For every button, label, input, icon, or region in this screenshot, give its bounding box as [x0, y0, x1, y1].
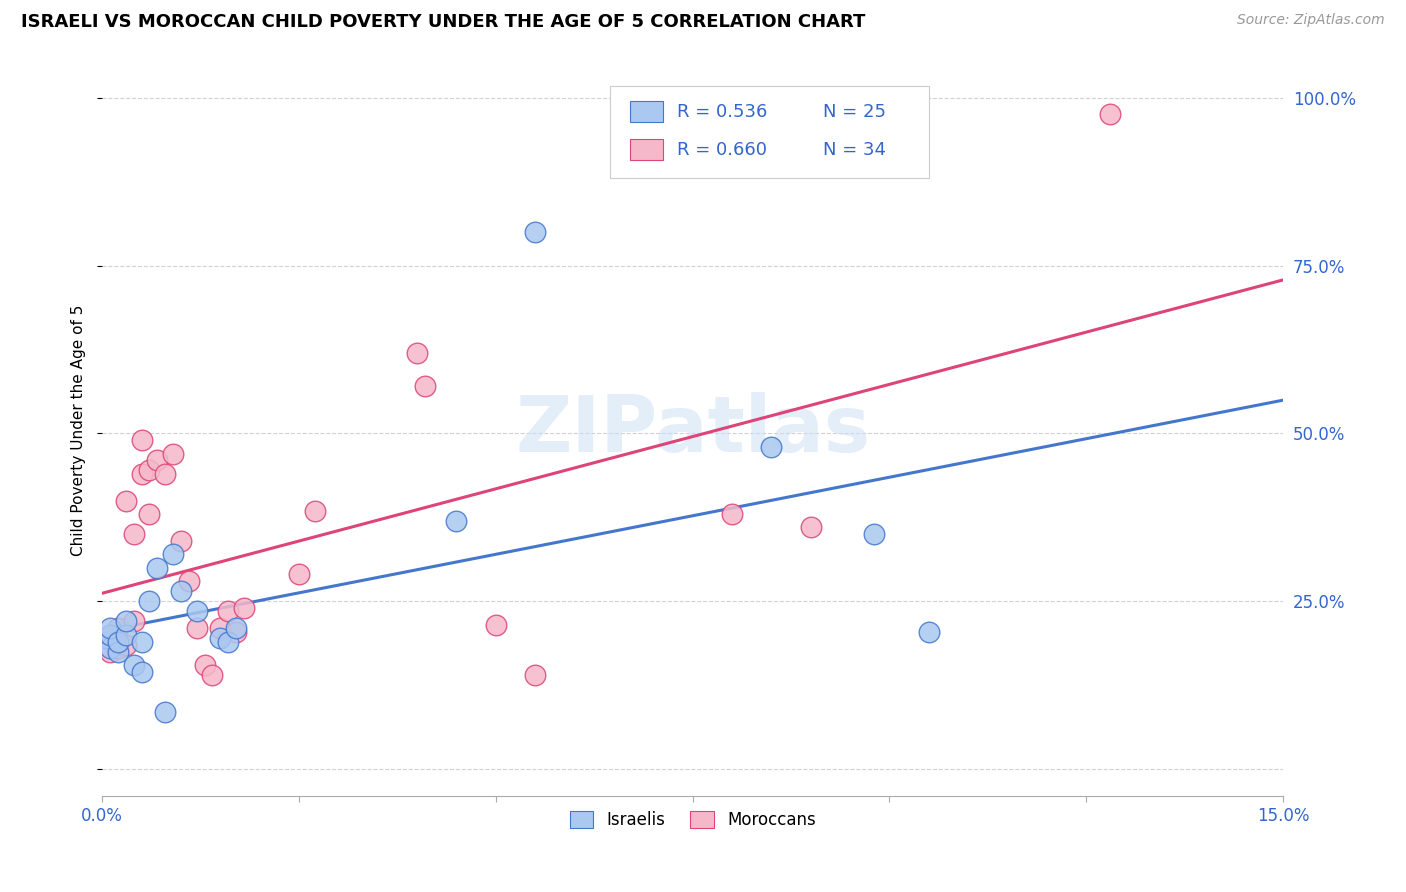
Point [225, 624, 247, 639]
Point [186, 604, 208, 618]
Point [107, 634, 129, 648]
Point [114, 615, 136, 629]
Point [138, 463, 160, 477]
Point [114, 493, 136, 508]
FancyBboxPatch shape [630, 102, 664, 122]
Point [209, 632, 232, 646]
Point [122, 658, 145, 673]
Point [122, 615, 145, 629]
Point [721, 507, 744, 521]
Text: ZIPatlas: ZIPatlas [515, 392, 870, 468]
Point [114, 638, 136, 652]
Point [201, 668, 224, 682]
Point [193, 658, 215, 673]
Point [98, 628, 121, 642]
Point [107, 641, 129, 656]
Point [131, 634, 153, 648]
Text: Source: ZipAtlas.com: Source: ZipAtlas.com [1237, 13, 1385, 28]
Point [406, 346, 429, 360]
Point [918, 624, 941, 639]
Text: ISRAELI VS MOROCCAN CHILD POVERTY UNDER THE AGE OF 5 CORRELATION CHART: ISRAELI VS MOROCCAN CHILD POVERTY UNDER … [21, 13, 866, 31]
Point [524, 668, 547, 682]
Point [524, 225, 547, 239]
Point [232, 601, 254, 615]
Point [217, 634, 239, 648]
Point [94, 638, 117, 652]
Point [186, 621, 208, 635]
Text: R = 0.660: R = 0.660 [678, 141, 768, 159]
Point [162, 547, 184, 561]
Point [98, 645, 121, 659]
Point [122, 527, 145, 541]
Point [177, 574, 200, 589]
Point [862, 527, 884, 541]
Point [98, 641, 121, 656]
Point [153, 705, 176, 719]
Point [146, 453, 169, 467]
Point [209, 621, 232, 635]
Point [107, 645, 129, 659]
Point [485, 617, 508, 632]
Point [288, 567, 311, 582]
Point [114, 628, 136, 642]
Point [170, 533, 193, 548]
Point [413, 379, 436, 393]
Point [162, 446, 184, 460]
Point [98, 621, 121, 635]
FancyBboxPatch shape [630, 139, 664, 160]
Point [98, 632, 121, 646]
Y-axis label: Child Poverty Under the Age of 5: Child Poverty Under the Age of 5 [72, 304, 86, 556]
Legend: Israelis, Moroccans: Israelis, Moroccans [562, 804, 823, 835]
Point [800, 520, 823, 534]
Point [131, 665, 153, 679]
Point [446, 514, 468, 528]
Point [107, 621, 129, 635]
Point [131, 433, 153, 447]
Point [131, 467, 153, 481]
Point [146, 560, 169, 574]
Point [138, 594, 160, 608]
FancyBboxPatch shape [610, 86, 929, 178]
Text: N = 25: N = 25 [823, 103, 886, 120]
Point [138, 507, 160, 521]
Text: R = 0.536: R = 0.536 [678, 103, 768, 120]
Point [1098, 107, 1121, 121]
Point [94, 632, 117, 646]
Point [304, 503, 326, 517]
Point [761, 440, 783, 454]
Point [225, 621, 247, 635]
Point [217, 604, 239, 618]
Text: N = 34: N = 34 [823, 141, 886, 159]
Point [153, 467, 176, 481]
Point [170, 584, 193, 599]
